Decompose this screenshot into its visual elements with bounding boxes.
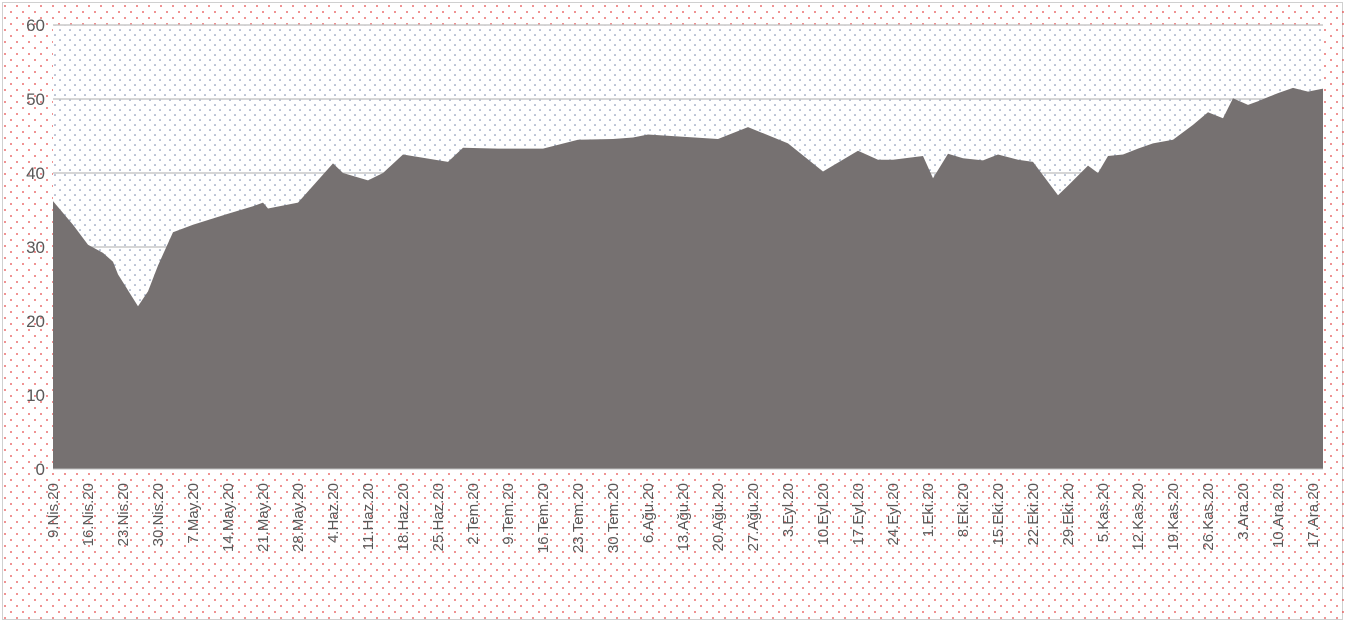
x-tick: 19.Kas.20 (1165, 483, 1182, 551)
x-tick-label: 19.Kas.20 (1165, 483, 1182, 551)
x-tick-label: 11.Haz.20 (360, 483, 377, 550)
x-tick: 4.Haz.20 (325, 483, 342, 543)
x-tick-label: 18.Haz.20 (395, 483, 412, 551)
x-tick: 2.Tem.20 (465, 483, 482, 545)
y-tick-label: 40 (26, 164, 45, 183)
x-tick-label: 24.Eyl.20 (885, 483, 902, 546)
x-tick-label: 14.May.20 (220, 483, 237, 552)
x-tick: 1.Eki.20 (920, 483, 937, 537)
x-tick: 3.Ara.20 (1235, 483, 1252, 540)
x-tick-label: 21.May.20 (255, 483, 272, 552)
x-tick-label: 17.Eyl.20 (850, 483, 867, 546)
x-tick-label: 16.Tem.20 (535, 483, 552, 553)
x-tick: 13.Ağu.20 (675, 483, 692, 551)
y-tick-label: 60 (26, 16, 45, 35)
x-tick: 11.Haz.20 (360, 483, 377, 550)
x-tick: 24.Eyl.20 (885, 483, 902, 546)
x-tick: 5.Kas.20 (1095, 483, 1112, 542)
x-tick-label: 16.Nis.20 (80, 483, 97, 546)
x-tick-label: 9.Tem.20 (500, 483, 517, 545)
x-tick: 7.May.20 (185, 483, 202, 544)
x-tick-label: 1.Eki.20 (920, 483, 937, 537)
x-tick-label: 10.Eyl.20 (815, 483, 832, 546)
y-tick-label: 30 (26, 238, 45, 257)
x-tick: 30.Tem.20 (605, 483, 622, 553)
x-tick: 16.Tem.20 (535, 483, 552, 553)
x-tick-label: 20.Ağu.20 (710, 483, 727, 551)
x-tick: 26.Kas.20 (1200, 483, 1217, 551)
x-tick-label: 13.Ağu.20 (675, 483, 692, 551)
x-tick: 3.Eyl.20 (780, 483, 797, 537)
x-tick: 6.Ağu.20 (640, 483, 657, 543)
x-tick-label: 23.Nis.20 (115, 483, 132, 546)
x-tick: 16.Nis.20 (80, 483, 97, 546)
x-tick: 23.Tem.20 (570, 483, 587, 553)
x-tick-label: 30.Tem.20 (605, 483, 622, 553)
x-tick-label: 3.Eyl.20 (780, 483, 797, 537)
area-series (53, 87, 1323, 470)
y-tick-label: 50 (26, 90, 45, 109)
x-tick-label: 3.Ara.20 (1235, 483, 1252, 540)
x-tick-label: 5.Kas.20 (1095, 483, 1112, 542)
y-tick-label: 10 (26, 386, 45, 405)
x-tick: 22.Eki.20 (1025, 483, 1042, 546)
x-tick-label: 28.May.20 (290, 483, 307, 552)
x-tick: 18.Haz.20 (395, 483, 412, 551)
x-tick-label: 23.Tem.20 (570, 483, 587, 553)
x-tick-label: 4.Haz.20 (325, 483, 342, 543)
x-tick: 30.Nis.20 (150, 483, 167, 546)
x-tick: 15.Eki.20 (990, 483, 1007, 546)
x-tick: 14.May.20 (220, 483, 237, 552)
x-tick-label: 26.Kas.20 (1200, 483, 1217, 551)
x-tick-label: 27.Ağu.20 (745, 483, 762, 551)
x-tick-label: 9.Nis.20 (45, 483, 62, 538)
x-tick: 27.Ağu.20 (745, 483, 762, 551)
x-tick: 8.Eki.20 (955, 483, 972, 537)
x-tick-label: 6.Ağu.20 (640, 483, 657, 543)
x-tick: 21.May.20 (255, 483, 272, 552)
x-tick: 9.Tem.20 (500, 483, 517, 545)
y-tick-label: 0 (36, 460, 45, 479)
x-tick-label: 29.Eki.20 (1060, 483, 1077, 546)
x-tick-label: 7.May.20 (185, 483, 202, 544)
x-tick-label: 30.Nis.20 (150, 483, 167, 546)
y-tick-label: 20 (26, 312, 45, 331)
x-tick-label: 15.Eki.20 (990, 483, 1007, 546)
x-tick: 10.Eyl.20 (815, 483, 832, 546)
x-tick: 28.May.20 (290, 483, 307, 552)
x-tick: 20.Ağu.20 (710, 483, 727, 551)
x-tick-label: 10.Ara.20 (1270, 483, 1287, 548)
x-tick-label: 12.Kas.20 (1130, 483, 1147, 551)
x-tick: 29.Eki.20 (1060, 483, 1077, 546)
x-tick-label: 25.Haz.20 (430, 483, 447, 551)
x-tick: 9.Nis.20 (45, 483, 62, 538)
x-tick: 17.Eyl.20 (850, 483, 867, 546)
area-chart: 0 10 20 30 40 50 60 9.Nis.20 16.Nis.20 23.Nis.20… (3, 3, 1344, 621)
x-tick: 12.Kas.20 (1130, 483, 1147, 551)
x-tick-label: 2.Tem.20 (465, 483, 482, 545)
x-tick: 23.Nis.20 (115, 483, 132, 546)
x-tick-label: 17.Ara.20 (1305, 483, 1322, 548)
x-tick: 25.Haz.20 (430, 483, 447, 551)
x-tick: 10.Ara.20 (1270, 483, 1287, 548)
x-tick: 17.Ara.20 (1305, 483, 1322, 548)
x-tick-label: 22.Eki.20 (1025, 483, 1042, 546)
x-tick-label: 8.Eki.20 (955, 483, 972, 537)
